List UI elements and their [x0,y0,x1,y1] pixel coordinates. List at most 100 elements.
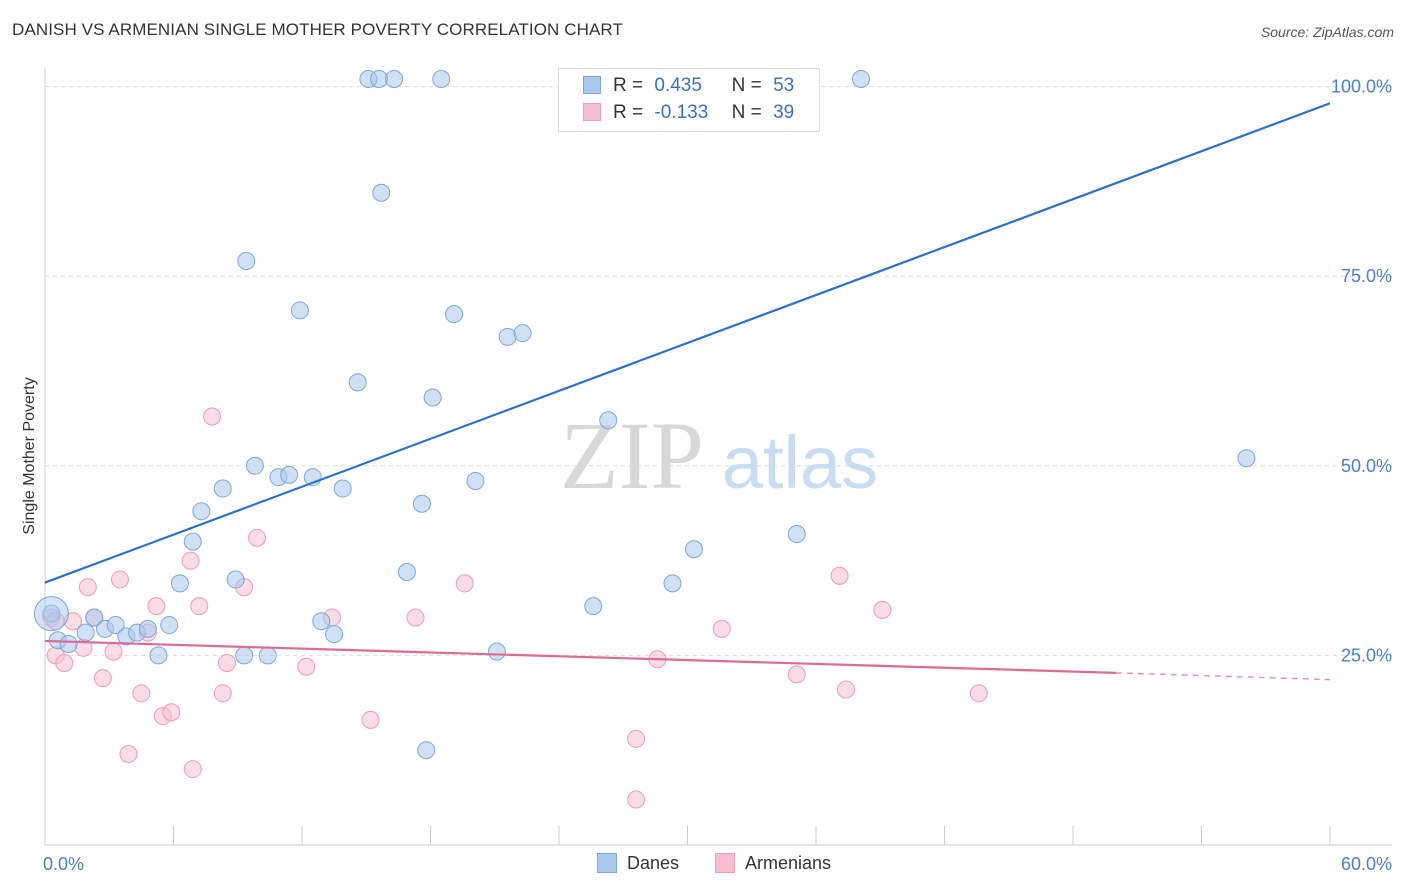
danes-point [487,642,506,661]
danes-point [192,502,211,521]
chart-title: DANISH VS ARMENIAN SINGLE MOTHER POVERTY… [12,20,623,39]
y-axis-label: Single Mother Poverty [21,377,38,534]
danes-point [787,525,806,544]
danes-points [33,70,1256,760]
danes-point [599,411,618,430]
danes-point [397,562,416,581]
armenians-point [627,790,646,809]
danes-legend-label: Danes [627,853,680,873]
armenians-point [147,597,166,616]
danes-point [312,612,331,631]
danes-point [258,646,277,665]
armenians-point [55,653,74,672]
armenians-point [627,729,646,748]
n-value-danes: 53 [773,75,795,96]
r-value-armenians: -0.133 [654,102,709,123]
danes-point [226,570,245,589]
armenians-point [104,642,123,661]
y-tick-label: 25.0% [1341,645,1392,665]
danes-point [370,70,389,88]
armenians-trend-extension [1115,672,1331,681]
armenians-point [836,680,855,699]
armenians-point [190,597,209,616]
danes-point [851,70,870,88]
danes-swatch [583,76,601,94]
armenians-point [119,744,138,763]
danes-point [290,301,309,320]
watermark-atlas: atlas [722,421,878,504]
danes-point [237,252,256,271]
armenians-point [455,574,474,593]
x-tick-label: 60.0% [1341,854,1392,874]
axes [44,68,1392,846]
gridlines [45,86,1392,656]
danes-trend-line [44,102,1331,584]
danes-point [85,608,104,627]
armenians-point [181,551,200,570]
source-label: Source: ZipAtlas.com [1260,24,1394,40]
armenians-legend-label: Armenians [745,853,832,873]
danes-point [333,479,352,498]
danes-legend-swatch [597,853,617,873]
n-label: N = [731,102,762,123]
danes-point [59,635,78,654]
danes-point [138,619,157,638]
armenians-point [969,684,988,703]
armenians-swatch [583,103,601,121]
danes-point [170,574,189,593]
danes-point [325,625,344,644]
armenians-point [712,619,731,638]
danes-point [183,532,202,551]
danes-point [445,305,464,324]
x-tick-label: 0.0% [43,854,84,874]
danes-point [432,70,451,88]
danes-point [466,471,485,490]
danes-point [235,646,254,665]
danes-point [423,388,442,407]
armenians-point [78,578,97,597]
danes-point [385,70,404,88]
danes-point [584,597,603,616]
armenians-point [218,653,237,672]
danes-point [498,327,517,346]
danes-point [245,456,264,475]
danes-point [149,646,168,665]
y-tick-label: 100.0% [1331,77,1392,97]
armenians-point [110,570,129,589]
trend-lines [44,102,1331,681]
armenians-point [213,684,232,703]
legend-row-armenians: R = -0.133 N = 39 [583,102,794,126]
armenians-point [787,665,806,684]
armenians-point [830,566,849,585]
danes-point [684,540,703,559]
r-label: R = [613,102,644,123]
danes-point [106,616,125,635]
legend-item-armenians[interactable]: Armenians [715,853,831,874]
y-tick-label: 75.0% [1341,266,1392,286]
armenians-point [873,600,892,619]
tick-labels: 25.0% 50.0% 75.0% 100.0% 0.0% 60.0% [43,77,1392,874]
legend-item-danes[interactable]: Danes [597,853,679,874]
danes-point [412,494,431,513]
armenians-point [132,684,151,703]
armenians-point [203,407,222,426]
armenians-trend-line [44,639,1116,674]
y-tick-label: 50.0% [1341,456,1392,476]
danes-point [76,623,95,642]
danes-point [417,741,436,760]
armenians-point [162,703,181,722]
armenians-point [248,528,267,547]
danes-point [348,373,367,392]
armenians-legend-swatch [715,853,735,873]
danes-point [160,616,179,635]
r-label: R = [613,75,644,96]
danes-point [513,324,532,343]
danes-point [280,465,299,484]
armenians-point [93,669,112,688]
n-value-armenians: 39 [773,102,795,123]
danes-point [213,479,232,498]
legend-row-danes: R = 0.435 N = 53 [583,75,794,99]
armenians-point [183,760,202,779]
armenians-point [361,710,380,729]
